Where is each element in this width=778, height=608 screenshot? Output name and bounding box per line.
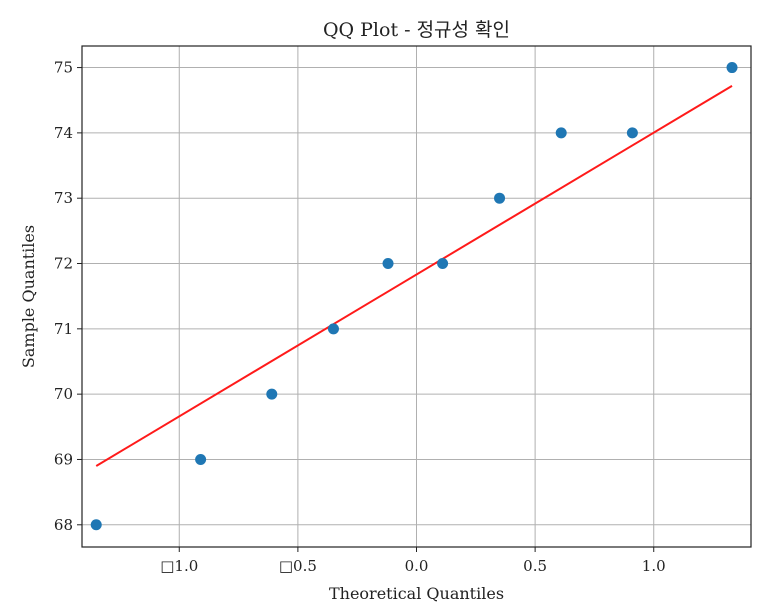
x-axis-label: Theoretical Quantiles (329, 584, 504, 603)
x-tick-label: 1.0 (642, 557, 666, 575)
data-point (494, 192, 506, 204)
y-tick-label: 75 (54, 59, 73, 77)
data-point (195, 453, 207, 465)
y-tick-label: 70 (54, 385, 73, 403)
data-point (726, 62, 738, 74)
grid (82, 46, 751, 547)
fit-line (95, 84, 733, 467)
y-tick-label: 74 (54, 124, 73, 142)
data-point (90, 519, 102, 531)
data-point (626, 127, 638, 139)
y-tick-label: 73 (54, 189, 73, 207)
y-axis-label: Sample Quantiles (19, 225, 38, 368)
data-point (437, 258, 449, 270)
y-tick-label: 68 (54, 516, 73, 534)
y-tick-label: 72 (54, 255, 73, 273)
series-layer (90, 62, 738, 531)
y-tick-label: 69 (54, 450, 73, 468)
chart-title: QQ Plot - 정규성 확인 (323, 19, 510, 41)
x-tick-label: 0.5 (523, 557, 547, 575)
x-tick-label: □0.5 (279, 557, 317, 575)
x-tick-label: 0.0 (405, 557, 429, 575)
data-point (266, 388, 278, 400)
ticks: □1.0 □0.5 0.0 0.5 1.0 68 69 70 71 72 73 74 75 (54, 59, 666, 575)
data-point (327, 323, 339, 335)
data-point (555, 127, 567, 139)
data-point (382, 258, 394, 270)
y-tick-label: 71 (54, 320, 73, 338)
x-tick-label: □1.0 (160, 557, 198, 575)
